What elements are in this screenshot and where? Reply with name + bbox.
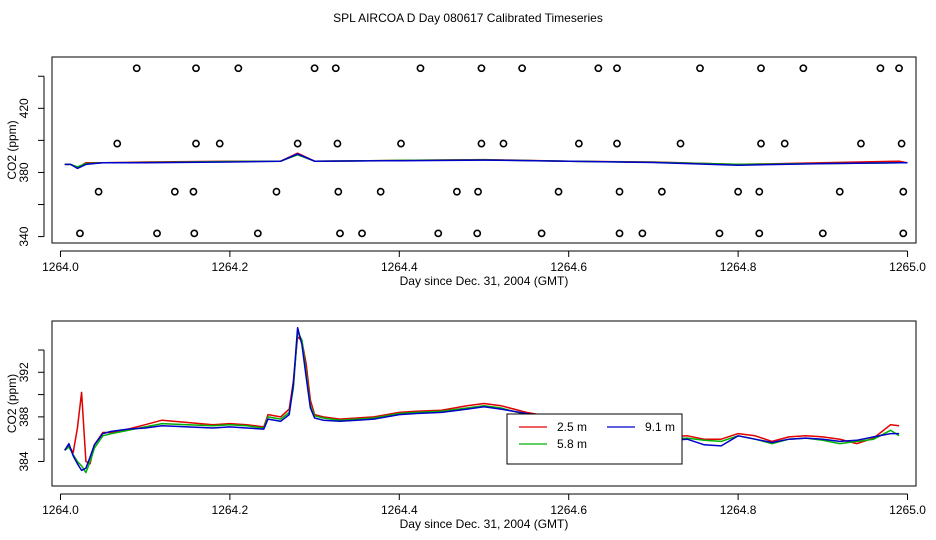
data-marker (215, 139, 224, 148)
legend-label: 5.8 m (557, 437, 587, 451)
plot-frame (51, 320, 917, 487)
data-marker (416, 64, 425, 73)
data-marker (799, 64, 808, 73)
data-marker (310, 64, 319, 73)
y-tick-label: 340 (17, 226, 31, 246)
data-marker (876, 64, 885, 73)
legend-label: 9.1 m (645, 420, 675, 434)
data-marker (192, 139, 200, 148)
legend: 2.5 m 5.8 m 9.1 m (506, 413, 683, 465)
data-marker (76, 229, 84, 238)
data-marker (333, 139, 342, 148)
data-marker (734, 187, 743, 196)
data-marker (537, 229, 546, 238)
data-marker (613, 64, 621, 73)
top-panel: 1264.0 1264.2 1264.4 1264.6 1264.8 1265.0 Day … (5, 56, 926, 288)
data-marker (272, 187, 281, 196)
data-marker (696, 64, 704, 73)
data-marker (897, 139, 906, 148)
x-tick-label: 1264.0 (42, 260, 79, 274)
x-tick-label: 1264.8 (720, 503, 757, 517)
data-marker (94, 187, 103, 196)
data-marker (132, 64, 141, 73)
data-marker (192, 64, 200, 73)
x-tick-label: 1264.4 (381, 503, 418, 517)
x-tick-label: 1264.2 (212, 503, 249, 517)
y-tick-label: 388 (17, 407, 31, 427)
x-tick-label: 1264.6 (550, 260, 587, 274)
data-marker (676, 139, 685, 148)
data-marker (755, 229, 764, 238)
data-marker (835, 187, 844, 196)
data-marker (594, 64, 603, 73)
data-marker (613, 139, 621, 148)
series-line-2-5-m (64, 335, 900, 465)
data-marker (657, 187, 666, 196)
data-marker (477, 64, 486, 73)
data-marker (334, 187, 343, 196)
x-tick-label: 1264.8 (720, 260, 757, 274)
data-marker (358, 229, 366, 238)
data-marker (190, 229, 199, 238)
x-axis-title: Day since Dec. 31, 2004 (GMT) (400, 274, 569, 288)
figure-title: SPL AIRCOA D Day 080617 Calibrated Times… (333, 11, 603, 25)
data-marker (757, 64, 765, 73)
x-tick-label: 1264.4 (381, 260, 418, 274)
x-tick-label: 1265.0 (889, 503, 926, 517)
data-marker (434, 229, 443, 238)
data-marker (574, 139, 583, 148)
y-tick-label: 420 (17, 98, 31, 118)
data-marker (638, 229, 647, 238)
data-marker (518, 64, 527, 73)
bottom-panel: 1264.0 1264.2 1264.4 1264.6 1264.8 1265.0 Day … (5, 320, 926, 531)
data-marker (473, 229, 482, 238)
y-axis-title: CO2 (ppm) (5, 120, 19, 179)
data-marker (376, 187, 385, 196)
plot-frame (51, 56, 917, 244)
y-axis-title: CO2 (ppm) (5, 374, 19, 433)
data-marker (857, 139, 865, 148)
data-marker (253, 229, 262, 238)
data-marker (336, 229, 344, 238)
data-marker (153, 229, 161, 238)
y-tick-label: 392 (17, 362, 31, 382)
data-marker (397, 139, 405, 148)
data-marker (615, 187, 624, 196)
x-axis-title: Day since Dec. 31, 2004 (GMT) (400, 517, 569, 531)
data-marker (499, 139, 508, 148)
data-marker (474, 187, 482, 196)
legend-label: 2.5 m (557, 420, 587, 434)
data-marker (715, 229, 724, 238)
data-marker (755, 187, 764, 196)
x-tick-label: 1264.0 (42, 503, 79, 517)
data-marker (477, 139, 486, 148)
data-marker (189, 187, 198, 196)
x-tick-label: 1264.6 (550, 503, 587, 517)
data-marker (895, 64, 903, 73)
legend-box (506, 413, 683, 465)
y-tick-label: 384 (17, 451, 31, 471)
data-marker (899, 187, 908, 196)
data-marker (757, 139, 765, 148)
data-marker (293, 139, 302, 148)
data-marker (113, 139, 122, 148)
x-tick-label: 1264.2 (212, 260, 249, 274)
data-marker (615, 229, 624, 238)
data-marker (818, 229, 827, 238)
x-tick-label: 1265.0 (889, 260, 926, 274)
data-marker (899, 229, 908, 238)
data-marker (170, 187, 179, 196)
data-marker (234, 64, 243, 73)
data-marker (780, 139, 789, 148)
series-line-5-8-m (64, 331, 900, 474)
series-line-9-1-m (64, 326, 900, 472)
data-marker (452, 187, 461, 196)
y-tick-label: 380 (17, 162, 31, 182)
data-marker (331, 64, 340, 73)
series-line-9-1-m (64, 153, 908, 170)
data-marker (554, 187, 563, 196)
